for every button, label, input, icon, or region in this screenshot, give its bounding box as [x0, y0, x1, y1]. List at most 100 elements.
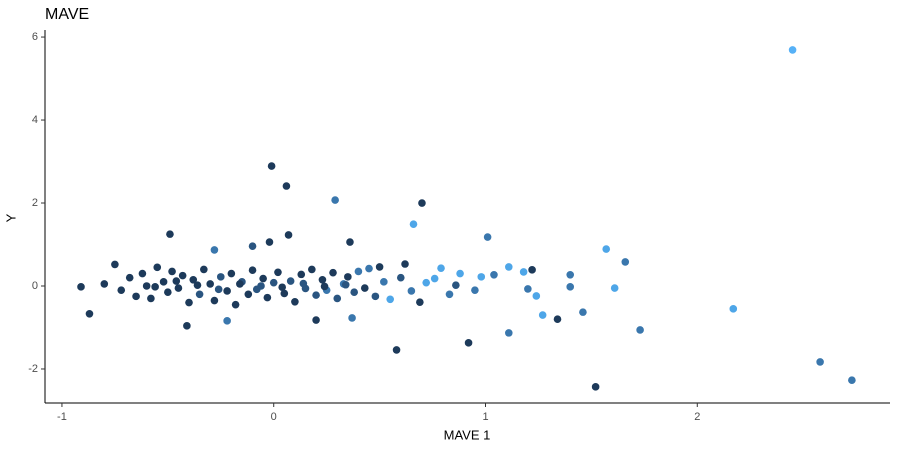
point [375, 263, 384, 271]
point [111, 260, 119, 269]
point [320, 282, 329, 291]
chart-title: MAVE [45, 6, 89, 23]
point [788, 46, 797, 54]
x-tick-label: 1 [482, 411, 488, 423]
point [200, 265, 208, 274]
point [636, 326, 644, 334]
point [621, 258, 630, 266]
point [401, 260, 409, 268]
point [464, 339, 473, 347]
point [538, 311, 547, 319]
point [282, 182, 291, 190]
point [416, 298, 424, 306]
point [344, 273, 352, 281]
point [231, 300, 240, 309]
point [477, 273, 486, 281]
point [553, 315, 562, 323]
point [248, 266, 257, 275]
point [164, 288, 172, 297]
point [610, 284, 619, 292]
point [77, 283, 85, 291]
point [312, 291, 320, 299]
point [166, 230, 174, 238]
point [210, 296, 219, 305]
point [178, 271, 187, 280]
point [392, 346, 401, 354]
point [308, 265, 316, 274]
point [278, 283, 286, 292]
point [125, 273, 134, 282]
point [566, 270, 575, 279]
point [168, 267, 176, 276]
point [396, 273, 405, 282]
point [386, 295, 395, 304]
point [206, 280, 214, 288]
y-tick-label: 6 [32, 31, 38, 43]
x-tick-label: 0 [271, 411, 277, 423]
point [331, 196, 339, 204]
point [409, 220, 418, 228]
point [456, 269, 464, 278]
point [318, 275, 327, 284]
point [579, 308, 587, 316]
point [267, 162, 276, 170]
point [519, 268, 528, 276]
point [223, 317, 231, 325]
point [244, 290, 253, 299]
point [524, 285, 532, 293]
point [452, 281, 460, 289]
point [159, 278, 168, 286]
point [100, 280, 109, 288]
point [195, 290, 204, 299]
point [504, 329, 513, 337]
point [259, 274, 267, 283]
point [284, 231, 293, 239]
point [354, 267, 363, 276]
point [371, 292, 380, 301]
point [350, 288, 358, 297]
point [117, 286, 126, 294]
point [312, 316, 320, 324]
point [151, 283, 159, 291]
point [147, 294, 155, 303]
point [85, 309, 94, 318]
point [348, 314, 356, 322]
point [189, 275, 198, 284]
point [430, 274, 439, 283]
point [591, 383, 600, 391]
point [172, 277, 181, 285]
point [532, 292, 541, 300]
point [227, 269, 236, 278]
point [257, 282, 265, 290]
point [504, 263, 513, 271]
point [223, 287, 231, 295]
point [269, 278, 278, 287]
point [729, 305, 738, 313]
point [185, 298, 193, 307]
point [210, 246, 219, 254]
point [528, 266, 536, 274]
point [297, 270, 306, 279]
point [174, 284, 183, 292]
point [183, 322, 191, 330]
point [848, 376, 856, 384]
point [142, 282, 151, 290]
y-tick-label: 4 [32, 114, 38, 126]
point [490, 270, 498, 279]
point [365, 264, 373, 273]
point [263, 293, 272, 302]
point [418, 199, 426, 207]
point [138, 269, 147, 278]
point [216, 273, 225, 281]
point [437, 264, 445, 272]
point [299, 279, 308, 288]
point [602, 245, 611, 253]
point [407, 287, 416, 295]
y-tick-label: -2 [28, 363, 38, 375]
point [153, 263, 162, 272]
point [274, 268, 282, 277]
point [483, 233, 492, 241]
point [291, 297, 299, 306]
point [566, 283, 575, 291]
